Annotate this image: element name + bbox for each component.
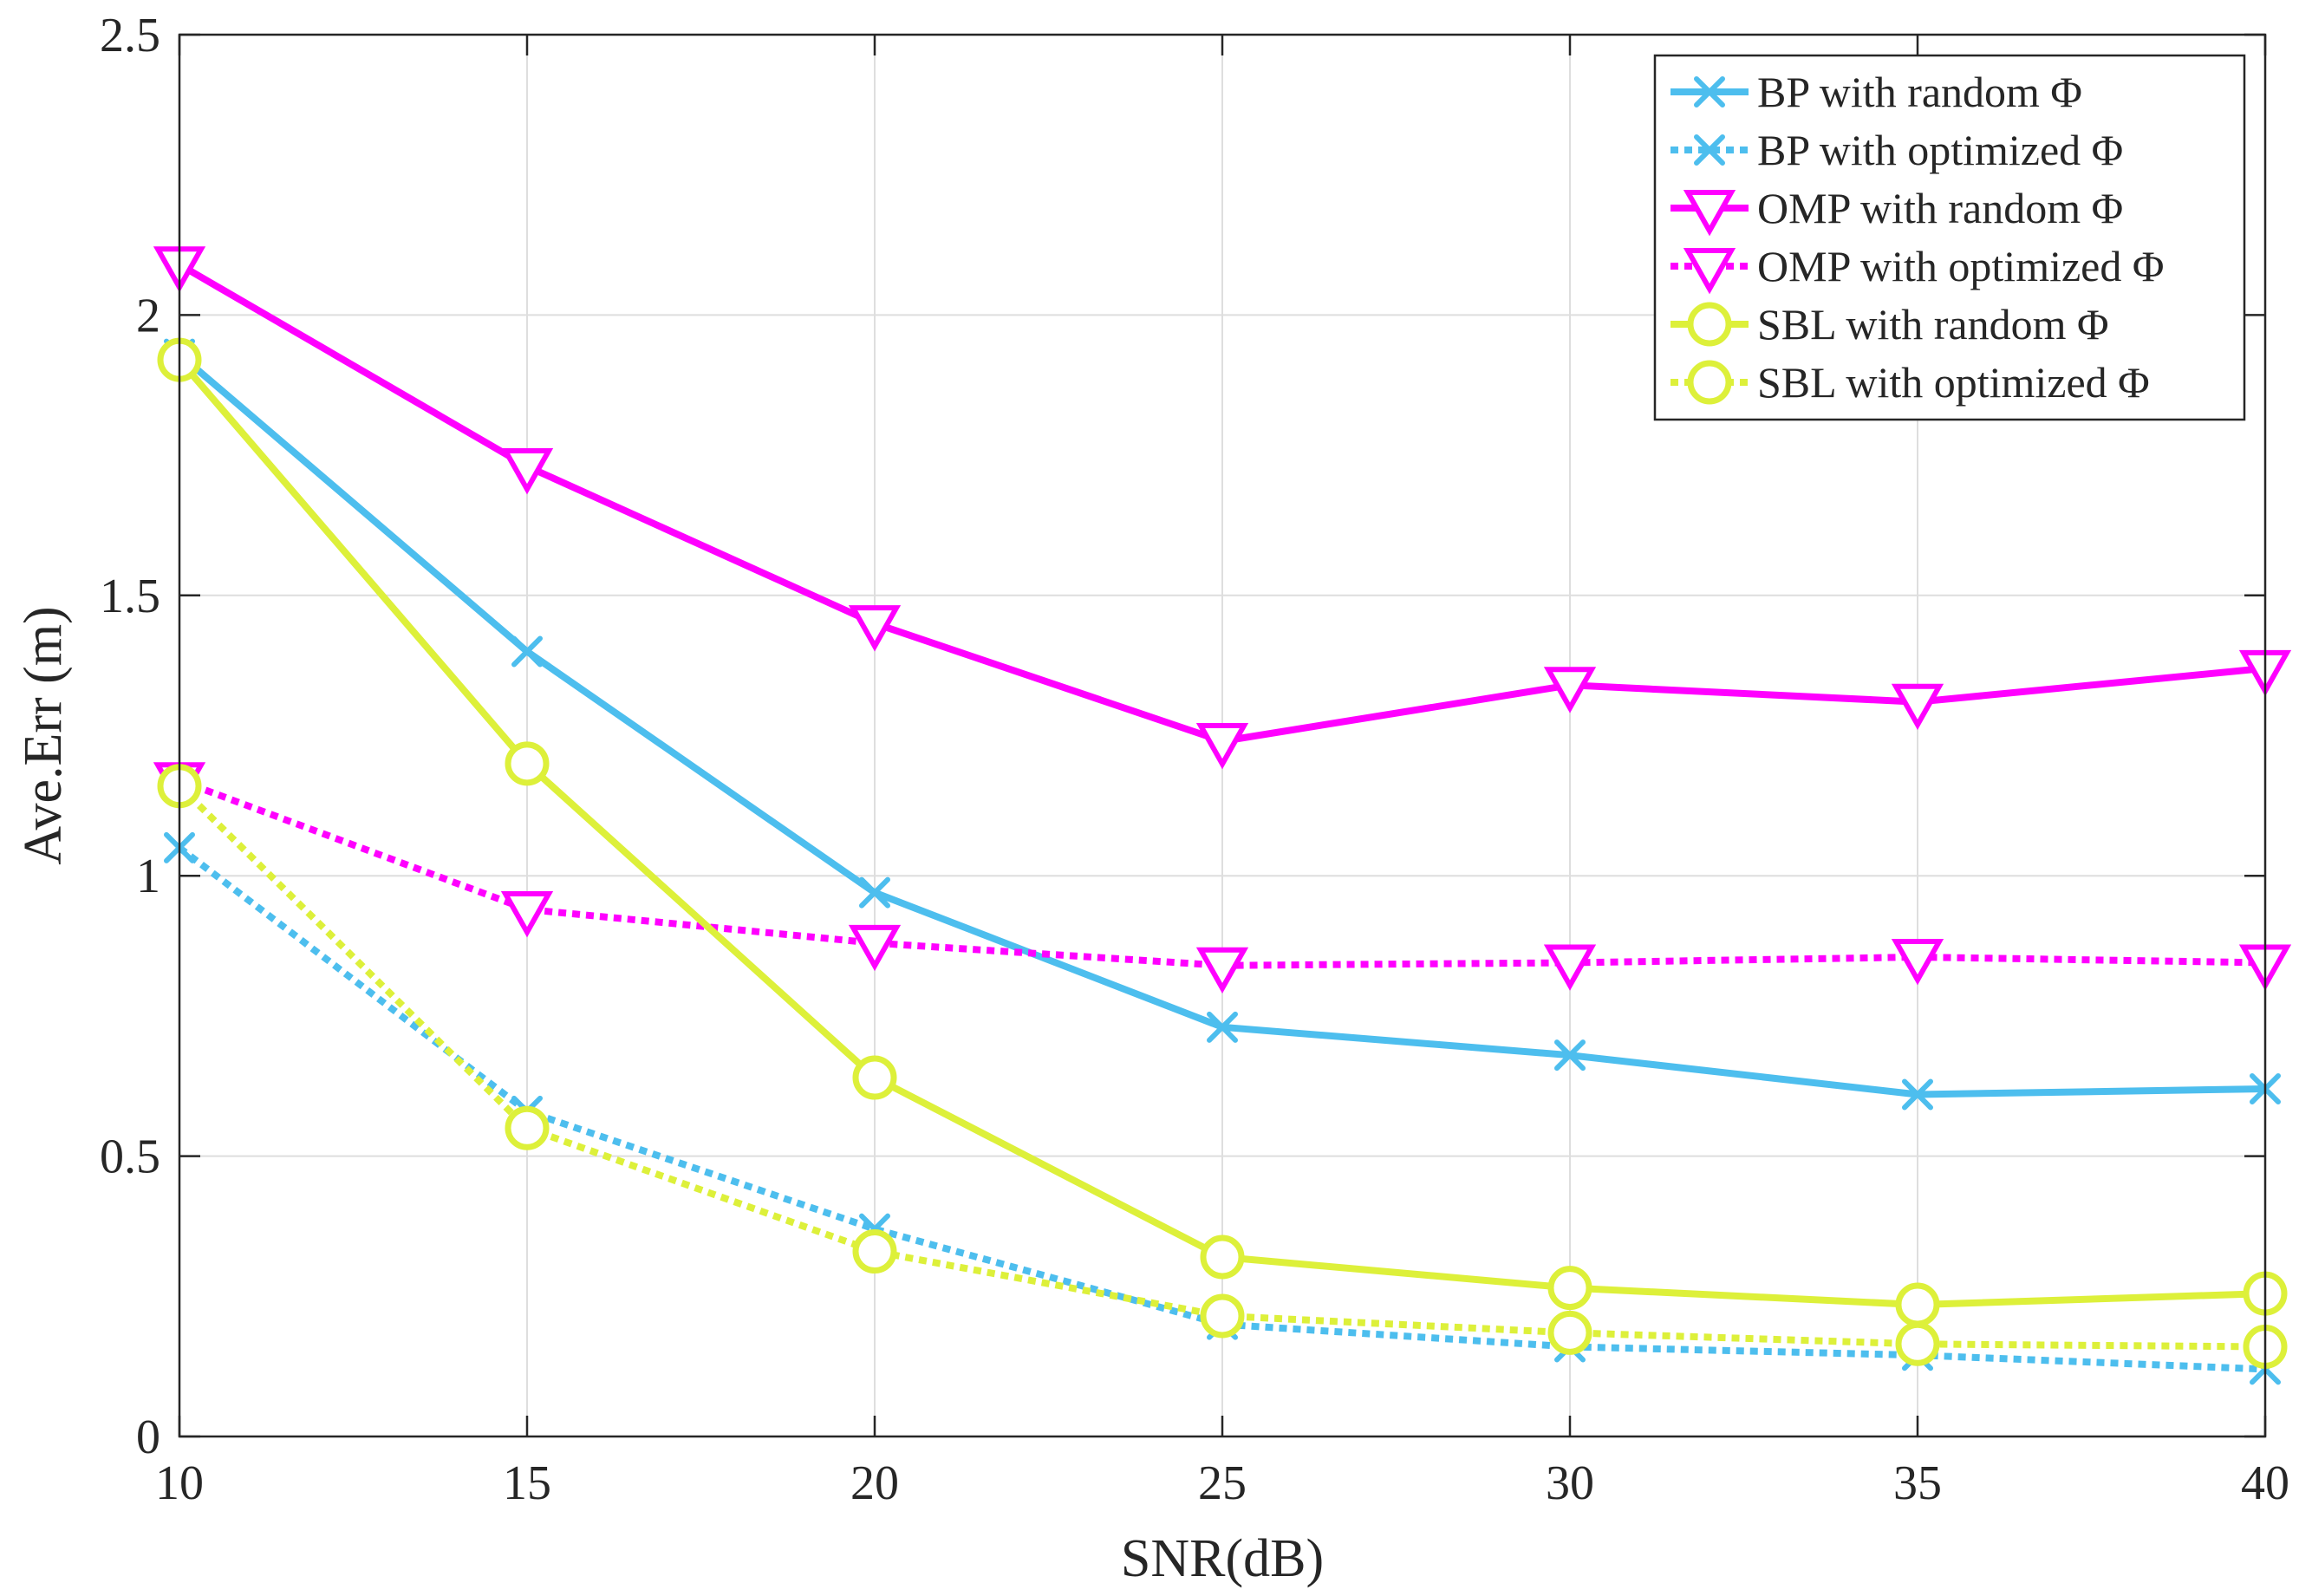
data-point-marker bbox=[1554, 1039, 1586, 1072]
y-tick-label: 0 bbox=[136, 1410, 160, 1464]
legend-label: OMP with optimized Φ bbox=[1757, 242, 2164, 290]
legend-label: SBL with random Φ bbox=[1757, 300, 2109, 349]
y-tick-label: 2.5 bbox=[100, 9, 160, 62]
x-tick-label: 15 bbox=[503, 1456, 551, 1510]
y-tick-label: 2 bbox=[136, 289, 160, 342]
legend-label: SBL with optimized Φ bbox=[1757, 358, 2150, 407]
legend-marker bbox=[1687, 302, 1732, 347]
legend-entry: BP with optimized Φ bbox=[1671, 126, 2123, 174]
y-axis-label: Ave.Err (m) bbox=[14, 606, 73, 864]
data-point-marker bbox=[500, 891, 554, 938]
x-tick-label: 25 bbox=[1198, 1456, 1247, 1510]
legend-entry: OMP with optimized Φ bbox=[1671, 242, 2164, 295]
data-point-marker bbox=[1547, 1310, 1592, 1355]
data-point-marker bbox=[505, 741, 550, 786]
data-point-marker bbox=[1543, 944, 1597, 991]
legend-marker bbox=[1687, 360, 1732, 405]
legend-entry: SBL with optimized Φ bbox=[1671, 358, 2150, 407]
data-point-marker bbox=[848, 924, 902, 972]
legend-label: BP with optimized Φ bbox=[1757, 126, 2123, 174]
x-tick-label: 35 bbox=[1893, 1456, 1942, 1510]
data-point-marker bbox=[1200, 1234, 1245, 1280]
data-point-marker bbox=[848, 605, 902, 652]
legend-entry: OMP with random Φ bbox=[1671, 184, 2123, 237]
data-point-marker bbox=[1543, 667, 1597, 713]
data-point-marker bbox=[1902, 1078, 1933, 1111]
data-point-marker bbox=[1207, 1011, 1238, 1043]
x-axis-label: SNR(dB) bbox=[1121, 1529, 1324, 1588]
axes: 10 15 20 25 30 35 40 0 0.5 1 1.5 2 2.5 bbox=[100, 9, 2289, 1510]
data-point-marker bbox=[1895, 1321, 1940, 1366]
x-tick-label: 20 bbox=[850, 1456, 899, 1510]
legend-marker bbox=[1694, 134, 1725, 166]
data-point-marker bbox=[1200, 1293, 1245, 1339]
legend-entry: BP with random Φ bbox=[1671, 68, 2082, 116]
legend-box bbox=[1653, 54, 2246, 421]
legend: BP with random Φ BP with optimized Φ OMP w… bbox=[1653, 54, 2246, 421]
legend-entry: SBL with random Φ bbox=[1671, 300, 2109, 349]
data-point-marker bbox=[500, 448, 554, 495]
data-point-marker bbox=[1891, 683, 1944, 731]
data-point-marker bbox=[1547, 1266, 1592, 1311]
data-point-marker bbox=[859, 876, 890, 909]
series-5 bbox=[157, 337, 2288, 1327]
y-tick-label: 1 bbox=[136, 850, 160, 903]
data-point-marker bbox=[1895, 1282, 1940, 1327]
data-point-marker bbox=[511, 635, 543, 668]
data-point-marker bbox=[1195, 722, 1249, 770]
legend-marker bbox=[1683, 190, 1736, 237]
legend-label: OMP with random Φ bbox=[1757, 184, 2123, 232]
data-point-marker bbox=[852, 1055, 897, 1100]
x-tick-label: 30 bbox=[1546, 1456, 1594, 1510]
legend-marker bbox=[1683, 248, 1736, 295]
x-tick-label: 10 bbox=[155, 1456, 204, 1510]
data-point-marker bbox=[505, 1105, 550, 1150]
data-point-marker bbox=[852, 1229, 897, 1274]
legend-marker bbox=[1694, 76, 1725, 107]
y-tick-label: 0.5 bbox=[100, 1130, 160, 1184]
y-tick-label: 1.5 bbox=[100, 570, 160, 623]
data-point-marker bbox=[1891, 938, 1944, 986]
legend-label: BP with random Φ bbox=[1757, 68, 2082, 116]
x-tick-label: 40 bbox=[2241, 1456, 2289, 1510]
data-point-marker bbox=[1195, 947, 1249, 994]
